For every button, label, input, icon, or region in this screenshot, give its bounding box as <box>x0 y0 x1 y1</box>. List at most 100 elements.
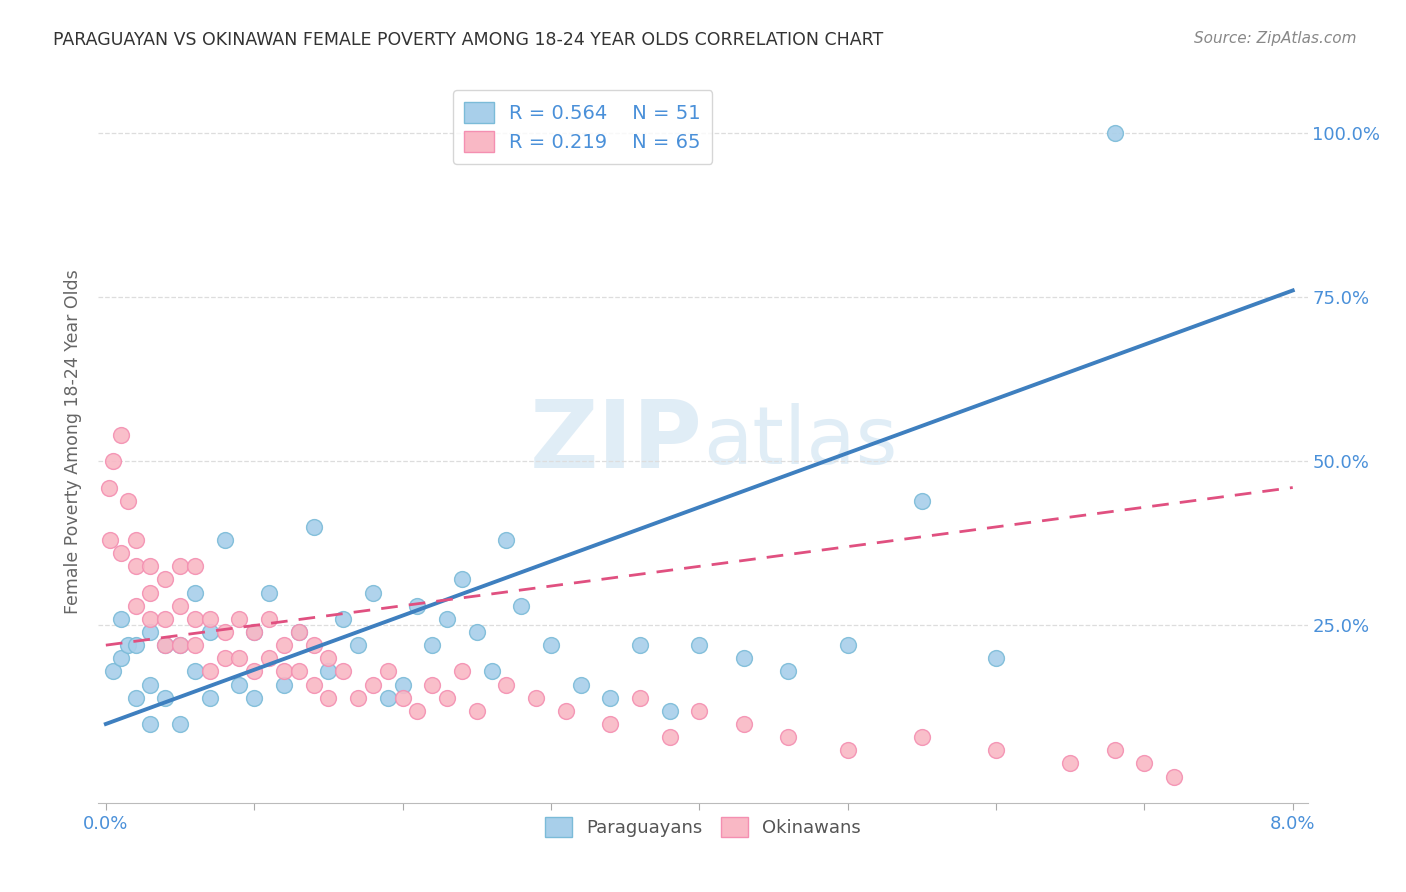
Point <box>97 481 120 495</box>
Point <box>139 625 162 640</box>
Point <box>257 612 280 626</box>
Point <box>287 625 309 640</box>
Point <box>228 651 250 665</box>
Point <box>420 677 443 691</box>
Point <box>110 612 132 626</box>
Point <box>658 704 681 718</box>
Point <box>628 638 651 652</box>
Point <box>1163 770 1185 784</box>
Point <box>318 690 340 705</box>
Point <box>243 625 266 640</box>
Point <box>391 677 413 691</box>
Point <box>169 638 191 652</box>
Point <box>98 533 121 547</box>
Point <box>451 573 474 587</box>
Point <box>347 638 370 652</box>
Point <box>184 665 207 679</box>
Point <box>184 585 207 599</box>
Point <box>287 665 309 679</box>
Point <box>911 493 934 508</box>
Point <box>184 559 207 574</box>
Point <box>153 690 176 705</box>
Point <box>778 665 800 679</box>
Point <box>361 585 384 599</box>
Point <box>228 677 250 691</box>
Point <box>599 717 621 731</box>
Point <box>302 520 325 534</box>
Point <box>243 690 266 705</box>
Point <box>318 651 340 665</box>
Point <box>110 546 132 560</box>
Point <box>198 612 221 626</box>
Point <box>984 743 1007 757</box>
Point <box>169 559 191 574</box>
Point <box>569 677 592 691</box>
Point <box>688 704 710 718</box>
Text: Source: ZipAtlas.com: Source: ZipAtlas.com <box>1194 31 1357 46</box>
Point <box>481 665 503 679</box>
Point <box>688 638 710 652</box>
Point <box>117 493 139 508</box>
Point <box>287 625 309 640</box>
Point <box>391 690 413 705</box>
Point <box>198 625 221 640</box>
Point <box>243 625 266 640</box>
Point <box>214 651 236 665</box>
Point <box>243 665 266 679</box>
Point <box>332 665 354 679</box>
Point <box>153 573 176 587</box>
Point <box>436 612 458 626</box>
Point <box>733 651 755 665</box>
Point <box>110 428 132 442</box>
Point <box>1059 756 1081 771</box>
Point <box>406 599 429 613</box>
Point <box>451 665 474 679</box>
Point <box>257 651 280 665</box>
Point <box>984 651 1007 665</box>
Point <box>465 625 488 640</box>
Point <box>436 690 458 705</box>
Point <box>911 730 934 744</box>
Point <box>103 454 125 468</box>
Point <box>377 665 399 679</box>
Point <box>257 585 280 599</box>
Point <box>139 717 162 731</box>
Point <box>733 717 755 731</box>
Point <box>198 665 221 679</box>
Point <box>1104 743 1126 757</box>
Point <box>302 677 325 691</box>
Point <box>139 585 162 599</box>
Point <box>103 665 125 679</box>
Point <box>420 638 443 652</box>
Point <box>658 730 681 744</box>
Point <box>599 690 621 705</box>
Point <box>318 665 340 679</box>
Point <box>465 704 488 718</box>
Point <box>169 599 191 613</box>
Point <box>347 690 370 705</box>
Point <box>524 690 547 705</box>
Point <box>139 612 162 626</box>
Point <box>778 730 800 744</box>
Point <box>153 612 176 626</box>
Point <box>169 638 191 652</box>
Point <box>628 690 651 705</box>
Point <box>554 704 576 718</box>
Point <box>153 638 176 652</box>
Point <box>361 677 384 691</box>
Point <box>510 599 533 613</box>
Legend: Paraguayans, Okinawans: Paraguayans, Okinawans <box>537 810 869 845</box>
Point <box>302 638 325 652</box>
Y-axis label: Female Poverty Among 18-24 Year Olds: Female Poverty Among 18-24 Year Olds <box>65 269 83 614</box>
Point <box>184 612 207 626</box>
Point <box>214 533 236 547</box>
Point <box>273 638 295 652</box>
Point <box>406 704 429 718</box>
Point <box>214 625 236 640</box>
Point <box>117 638 139 652</box>
Point <box>837 638 859 652</box>
Point <box>124 533 146 547</box>
Point <box>124 690 146 705</box>
Point <box>540 638 562 652</box>
Point <box>169 717 191 731</box>
